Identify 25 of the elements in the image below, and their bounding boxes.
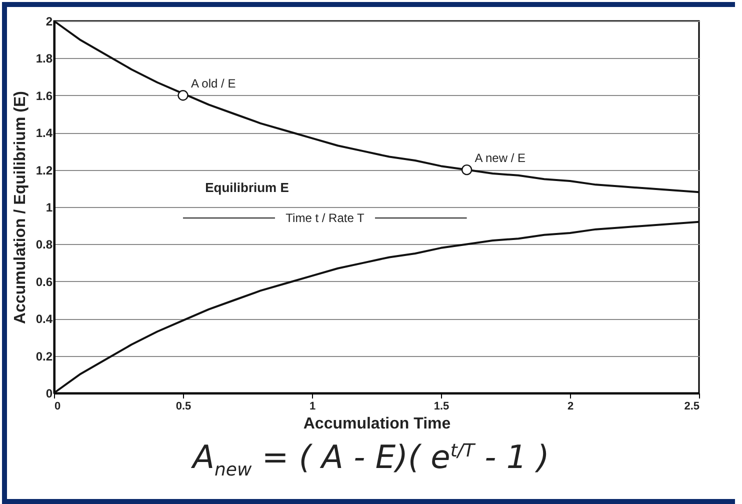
annotation: A old / E [191, 76, 236, 90]
x-tick-label: 1 [309, 400, 316, 412]
annotation: Equilibrium E [205, 180, 290, 195]
line-series [53, 20, 700, 194]
x-tick-label: 0.5 [176, 400, 192, 412]
y-tick-label: 0.6 [36, 274, 53, 289]
y-tick-label: 1.4 [36, 126, 53, 140]
y-tick-label: 1 [46, 200, 53, 214]
x-tick-label: 2.5 [684, 400, 700, 412]
annotation: A new / E [474, 150, 526, 165]
y-tick-label: 0.8 [36, 238, 53, 252]
x-tick-label: 2 [567, 400, 574, 412]
y-tick-label: 1.6 [36, 88, 53, 103]
annotation: Time t / Rate T [286, 211, 366, 225]
x-axis-title: Accumulation Time [303, 416, 451, 432]
y-tick-label: 0.4 [36, 312, 53, 326]
y-tick-label: 1.8 [36, 52, 53, 66]
y-tick-label: 0 [46, 386, 53, 400]
y-tick-label: 1.2 [36, 163, 53, 178]
x-tick-label: 1.5 [434, 400, 450, 412]
text: A$_{new}$ = ( A - E)( e$^{t/T}$ - 1 ) [190, 438, 550, 480]
y-axis-title: Accumulation / Equilibrium (E) [12, 91, 29, 324]
x-tick-label: 0 [54, 400, 61, 412]
y-tick-label: 2 [46, 14, 53, 28]
y-tick-label: 0.2 [36, 349, 53, 364]
